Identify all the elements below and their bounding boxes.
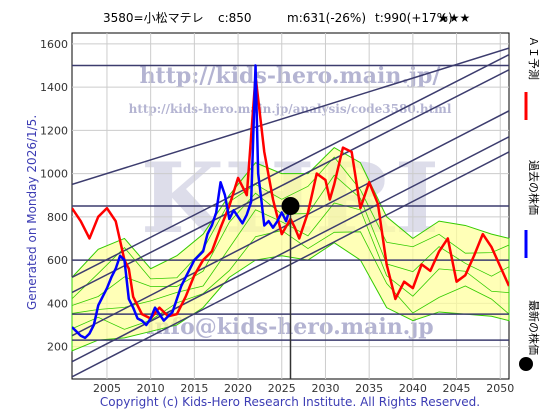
x-tick-label: 2020 xyxy=(224,382,252,395)
forecast-line xyxy=(72,75,509,320)
x-tick-label: 2050 xyxy=(486,382,514,395)
watermark-url-analysis: http://kids-hero.main.jp/analysis/code35… xyxy=(129,102,452,116)
latest-price-marker xyxy=(281,197,300,215)
legend-forecast: ＡＩ予測 xyxy=(524,36,541,120)
latest-marker xyxy=(281,197,300,379)
current-price: c:850 xyxy=(218,11,252,25)
y-tick-label: 800 xyxy=(47,211,68,224)
legend-past: 過去の株価 xyxy=(524,160,541,258)
forecast-simulation-line xyxy=(71,156,510,300)
x-tick-label: 2030 xyxy=(311,382,339,395)
y-tick-label: 400 xyxy=(47,297,68,310)
series xyxy=(72,64,509,340)
x-tick-label: 2015 xyxy=(180,382,208,395)
trend-line xyxy=(72,69,509,294)
trend-line xyxy=(72,47,509,186)
forecast-simulation-line xyxy=(71,230,510,330)
generated-date: Generated on Monday 2026/1/5. xyxy=(25,115,39,310)
y-tick-label: 1400 xyxy=(40,81,68,94)
x-tick-label: 2005 xyxy=(93,382,121,395)
y-tick-label: 600 xyxy=(47,254,68,267)
y-tick-label: 1000 xyxy=(40,168,68,181)
x-tick-label: 2035 xyxy=(355,382,383,395)
watermark-url: http://kids-hero.main.jp/ xyxy=(140,63,442,89)
past-price-line xyxy=(72,64,292,340)
y-tick-label: 1600 xyxy=(40,38,68,51)
chart-header: 3580=小松マテレ c:850 m:631(-26%) t:990(+17%)… xyxy=(103,11,470,25)
copyright: Copyright (c) Kids-Hero Research Institu… xyxy=(100,395,480,409)
medium-forecast: m:631(-26%) xyxy=(287,11,366,25)
x-tick-label: 2025 xyxy=(268,382,296,395)
y-axis-ticks: 200 400 600 800 1000 1200 1400 1600 xyxy=(40,38,68,354)
x-tick-label: 2045 xyxy=(443,382,471,395)
rating-stars: ★★★ xyxy=(438,11,470,25)
legend-past-label: 過去の株価 xyxy=(527,160,541,215)
legend-forecast-label: ＡＩ予測 xyxy=(527,36,541,80)
legend-latest-swatch xyxy=(519,357,533,371)
y-tick-label: 1200 xyxy=(40,124,68,137)
target-forecast: t:990(+17%) xyxy=(375,11,453,25)
x-tick-label: 2040 xyxy=(399,382,427,395)
legend-latest: 最新の株価 xyxy=(519,300,541,371)
trend-line xyxy=(72,53,509,279)
x-tick-label: 2010 xyxy=(137,382,165,395)
legend: ＡＩ予測 過去の株価 最新の株価 xyxy=(519,36,541,371)
x-axis-ticks: 2005 2010 2015 2020 2025 2030 2035 2040 2045 2050 xyxy=(93,382,514,395)
y-tick-label: 200 xyxy=(47,341,68,354)
ticker-label: 3580=小松マテレ xyxy=(103,11,204,25)
legend-latest-label: 最新の株価 xyxy=(527,300,541,355)
